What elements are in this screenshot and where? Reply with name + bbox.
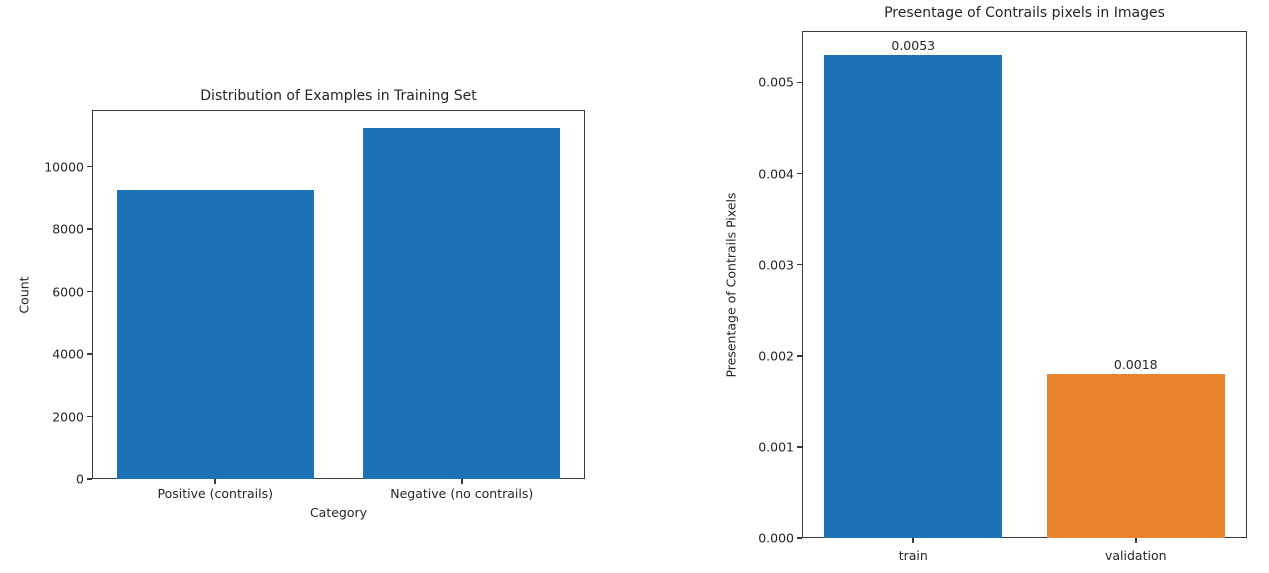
plot-area <box>92 110 585 479</box>
bar-value-label: 0.0018 <box>1113 357 1158 372</box>
x-axis-label: Category <box>309 505 368 520</box>
y-tick-mark <box>87 415 92 418</box>
y-tick-label: 0 <box>76 471 84 487</box>
y-tick-mark <box>797 537 802 539</box>
y-tick-mark <box>797 81 802 84</box>
x-tick-mark <box>912 538 915 543</box>
bar-train <box>824 55 1003 538</box>
y-tick-mark <box>87 353 92 355</box>
chart-title: Presentage of Contrails pixels in Images <box>884 5 1165 21</box>
y-tick-label: 0.004 <box>758 166 794 182</box>
x-tick-label: train <box>898 548 928 563</box>
bar-negative-no-contrails <box>363 127 561 479</box>
plot-area <box>802 31 1247 538</box>
bar-validation <box>1046 374 1225 538</box>
y-tick-mark <box>797 172 802 175</box>
x-tick-mark <box>214 479 217 484</box>
y-tick-label: 0.001 <box>758 439 794 455</box>
y-tick-mark <box>87 165 92 168</box>
x-tick-label: Negative (no contrails) <box>390 486 534 501</box>
y-tick-mark <box>87 290 92 293</box>
y-tick-label: 8000 <box>52 221 84 237</box>
y-tick-label: 0.002 <box>758 348 794 364</box>
chart-title: Distribution of Examples in Training Set <box>200 88 477 104</box>
y-tick-label: 6000 <box>52 284 84 300</box>
x-tick-label: validation <box>1104 548 1167 563</box>
y-tick-mark <box>797 446 802 448</box>
y-tick-mark <box>797 263 802 266</box>
y-tick-label: 10000 <box>44 159 84 175</box>
bar-positive-contrails <box>116 190 314 479</box>
y-tick-mark <box>797 354 802 357</box>
x-tick-mark <box>1134 538 1137 543</box>
x-tick-label: Positive (contrails) <box>157 486 274 501</box>
y-tick-label: 0.000 <box>758 530 794 546</box>
y-tick-label: 4000 <box>52 346 84 362</box>
y-tick-mark <box>87 478 92 480</box>
y-tick-mark <box>87 228 92 230</box>
x-tick-mark <box>460 479 463 484</box>
y-tick-label: 2000 <box>52 409 84 425</box>
y-tick-label: 0.003 <box>758 257 794 273</box>
y-tick-label: 0.005 <box>758 74 794 90</box>
bar-value-label: 0.0053 <box>891 38 936 54</box>
